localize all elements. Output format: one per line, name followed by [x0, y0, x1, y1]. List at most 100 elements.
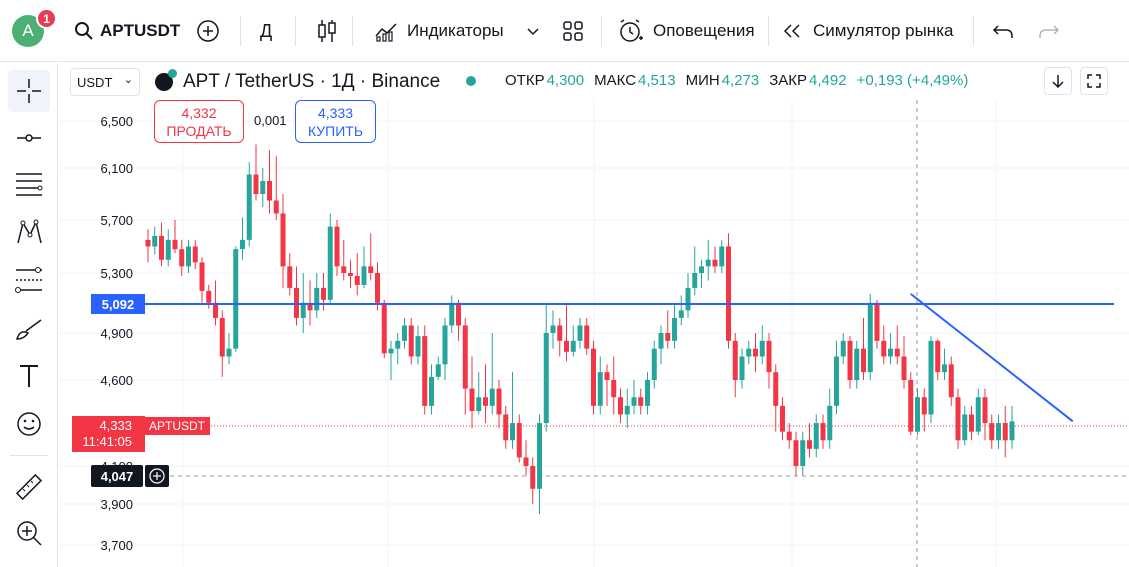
currency-select[interactable]: USDT ⌄ [70, 68, 140, 96]
close-label: ЗАКР [769, 72, 808, 89]
scale-toggle-button[interactable] [1044, 67, 1072, 95]
alerts-button[interactable]: Оповещения [618, 14, 755, 48]
undo-button[interactable] [992, 14, 1014, 48]
grid-icon [563, 21, 583, 41]
symbol-title[interactable]: APT / TetherUS · 1Д · Binance [155, 69, 440, 95]
candle-body [840, 340, 846, 357]
sell-label: ПРОДАТЬ [166, 123, 232, 139]
candle-body [483, 397, 488, 406]
candle-body [226, 348, 232, 357]
current-price-text: 4,333 [99, 418, 132, 433]
interval-button[interactable]: Д [260, 14, 272, 48]
candle-body [584, 325, 590, 349]
candle-body [435, 364, 441, 377]
zoom-tool[interactable] [8, 512, 50, 554]
symbol-tag [145, 417, 210, 435]
candle-body [888, 348, 893, 357]
undo-icon [992, 25, 1013, 38]
candle-body [564, 340, 569, 352]
spread-value: 0,001 [254, 113, 287, 128]
buy-price: 4,333 [317, 105, 354, 121]
text-tool[interactable] [8, 355, 50, 397]
text-icon [20, 365, 38, 387]
crosshair-price-text: 4,047 [101, 469, 134, 484]
ruler-icon [15, 473, 43, 501]
candle-body [921, 397, 927, 415]
crosshair-tool[interactable] [8, 70, 50, 112]
buy-button[interactable]: 4,333 КУПИТЬ [295, 100, 376, 143]
redo-button[interactable] [1038, 14, 1060, 48]
candle-body [611, 380, 617, 398]
candle-body [408, 325, 414, 357]
forecast-tool[interactable] [8, 259, 50, 301]
candle-body [793, 440, 799, 466]
level-price-tag [91, 294, 145, 314]
indicators-button[interactable]: Индикаторы [374, 14, 504, 48]
candle-body [267, 181, 272, 201]
y-tick-label: 6,100 [100, 161, 133, 176]
ruler-tool[interactable] [8, 466, 50, 508]
candle-body [597, 372, 603, 406]
candle-body [847, 340, 853, 380]
candle-body [678, 310, 684, 318]
arrow-down-icon [1052, 75, 1064, 89]
candle-body [294, 287, 299, 318]
current-price-tag [72, 416, 145, 452]
brush-tool[interactable] [8, 309, 50, 351]
candle-body [955, 397, 961, 441]
replay-button[interactable]: Симулятор рынка [781, 14, 953, 48]
plus-circle-icon [149, 468, 165, 484]
sell-button[interactable]: 4,332 ПРОДАТЬ [154, 100, 244, 143]
emoji-tool[interactable] [8, 403, 50, 445]
candle-body [732, 340, 738, 380]
candle-body [287, 266, 293, 288]
candle-body [570, 340, 576, 352]
candle-body [881, 340, 887, 357]
candle-body [213, 302, 218, 318]
symbol-search-button[interactable]: APTUSDT [74, 14, 180, 48]
candle-body [901, 356, 907, 380]
candle-body [273, 200, 279, 214]
candle-body [388, 348, 394, 354]
candle-body [159, 235, 164, 260]
candle-body [935, 340, 941, 373]
candle-body [402, 325, 407, 341]
chart-type-button[interactable] [316, 14, 338, 48]
symbol-name: APTUSDT [100, 21, 181, 40]
candle-body [321, 287, 326, 300]
candle-body [503, 414, 509, 441]
y-tick-label: 5,300 [100, 266, 133, 281]
pattern-tool[interactable] [8, 211, 50, 253]
drawing-toolbar [0, 63, 58, 567]
candle-body [429, 376, 434, 406]
y-tick-label: 4,900 [100, 326, 133, 341]
candle-body [982, 397, 988, 424]
candle-body [449, 302, 455, 326]
candle-body [280, 213, 286, 267]
candle-body [692, 273, 698, 288]
compare-symbol-button[interactable] [196, 14, 220, 48]
zoom-in-icon [17, 521, 42, 546]
trend-line-tool[interactable] [8, 117, 50, 159]
indicators-dropdown[interactable] [527, 14, 539, 48]
close-value: 4,492 [809, 72, 847, 89]
candle-body [645, 380, 650, 406]
y-tick-label: 3,700 [100, 538, 133, 553]
candle-body [699, 266, 704, 273]
redo-icon [1039, 25, 1060, 38]
candle-body [834, 356, 839, 406]
y-tick-label: 4,600 [100, 373, 133, 388]
y-tick-label: 3,900 [100, 497, 133, 512]
candle-body [854, 348, 860, 380]
candle-body [1002, 423, 1008, 441]
plus-circle-icon [197, 20, 219, 42]
fullscreen-button[interactable] [1080, 67, 1108, 95]
templates-button[interactable] [562, 14, 584, 48]
price-chart[interactable]: 6,5006,1005,7005,3004,9004,6004,1003,900… [59, 100, 1129, 567]
candle-body [327, 226, 333, 300]
fib-tool[interactable] [8, 163, 50, 205]
candle-body [206, 290, 212, 303]
candle-body [753, 348, 758, 357]
indicators-label: Индикаторы [407, 21, 504, 40]
candle-body [172, 239, 178, 250]
